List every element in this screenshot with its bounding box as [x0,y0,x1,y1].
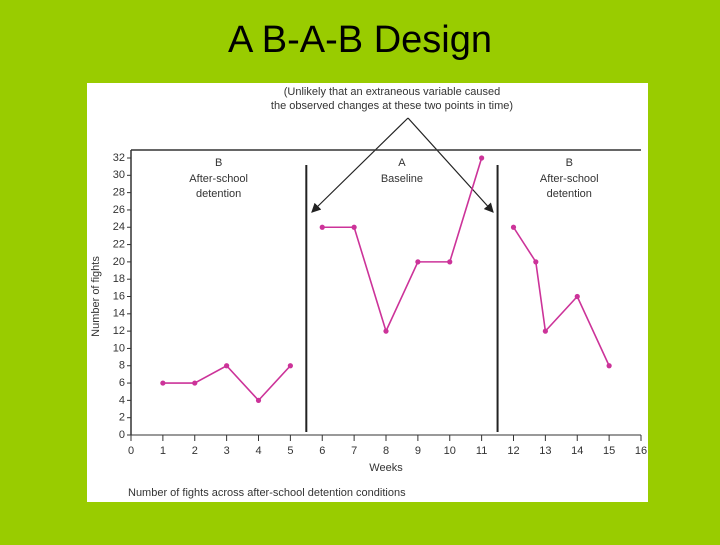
phase-label: A [398,157,406,169]
y-tick-label: 12 [113,325,125,337]
phase-description: After-school [189,173,248,185]
y-tick-label: 22 [113,238,125,250]
phase-description: After-school [540,173,599,185]
phase-description: detention [196,188,241,200]
y-tick-label: 26 [113,204,125,216]
y-tick-label: 8 [119,360,125,372]
x-tick-label: 7 [351,445,357,457]
annotation-arrow [407,117,494,213]
chart-caption: Number of fights across after-school det… [128,487,406,499]
data-point [606,363,612,369]
x-tick-label: 0 [128,445,134,457]
y-tick-label: 14 [113,308,125,320]
y-tick-label: 16 [113,290,125,302]
y-tick-label: 24 [113,221,125,233]
x-tick-label: 3 [224,445,230,457]
data-point [510,224,517,230]
y-tick-label: 28 [113,187,125,199]
annotation: (Unlikely that an extraneous variable ca… [284,86,500,98]
y-tick-label: 6 [119,377,125,389]
data-line [322,157,483,334]
data-point [447,259,453,265]
y-tick-label: 20 [113,256,125,268]
x-tick-label: 11 [476,445,487,457]
y-axis-title: Number of fights [90,256,102,337]
data-point [533,259,539,265]
phase-label: B [215,157,222,169]
data-point [160,380,166,386]
data-point [574,293,580,300]
x-tick-label: 14 [571,445,583,457]
x-tick-label: 5 [287,445,293,457]
data-point [319,224,325,230]
data-point [415,259,421,265]
x-tick-label: 4 [255,445,261,457]
y-tick-label: 30 [113,169,125,181]
phase-description: detention [547,188,592,200]
x-tick-label: 2 [192,445,198,457]
chart-panel [87,83,648,502]
x-axis-title: Weeks [369,462,403,474]
x-tick-label: 6 [319,445,325,457]
data-point [542,328,548,334]
data-point [255,397,262,403]
data-point [383,328,389,334]
y-tick-label: 18 [113,273,125,285]
x-tick-label: 1 [160,445,166,457]
y-tick-label: 32 [113,152,125,164]
y-tick-label: 2 [119,412,125,424]
x-tick-label: 16 [635,445,647,457]
x-tick-label: 8 [383,445,389,457]
data-point [479,155,485,161]
annotation: the observed changes at these two points… [271,100,513,112]
x-tick-label: 15 [603,445,615,457]
x-tick-label: 10 [444,445,456,457]
y-tick-label: 4 [119,394,125,406]
phase-label: B [566,157,573,169]
x-tick-label: 12 [507,445,519,457]
data-point [351,224,357,230]
y-tick-label: 0 [119,429,125,441]
data-point [224,363,230,369]
data-point [192,380,198,386]
y-tick-label: 10 [113,342,125,354]
annotation-arrow [311,117,409,213]
x-tick-label: 13 [539,445,551,457]
x-tick-label: 9 [415,445,421,457]
slide-title: A B-A-B Design [228,19,492,61]
data-point [287,363,293,369]
phase-description: Baseline [381,173,423,185]
